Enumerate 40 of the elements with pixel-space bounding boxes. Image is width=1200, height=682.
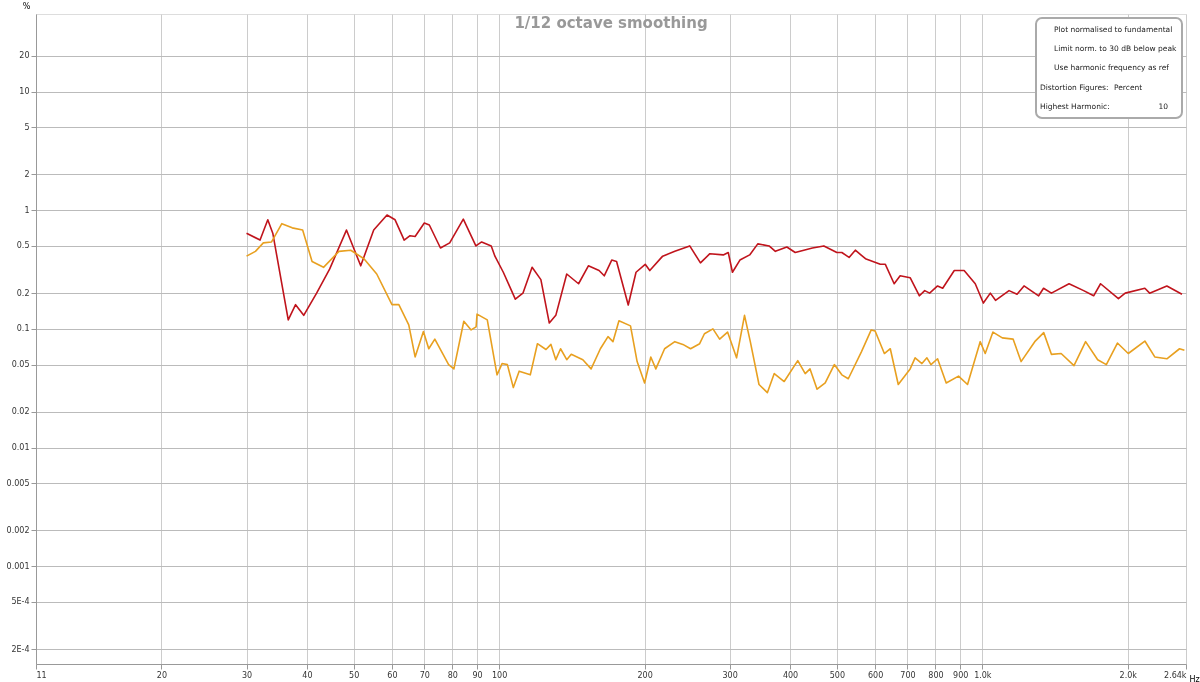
y-tick-label: 0.1 bbox=[16, 324, 30, 334]
y-tick-label: 0.02 bbox=[11, 407, 30, 417]
x-axis-title: Hz bbox=[1189, 674, 1200, 682]
y-tick-label: 2 bbox=[24, 169, 30, 179]
x-tick-label: 50 bbox=[349, 670, 360, 680]
x-tick-label: 500 bbox=[829, 670, 845, 680]
x-tick-label: 30 bbox=[241, 670, 253, 680]
x-tick-label: 60 bbox=[387, 670, 398, 680]
y-tick-label: 0.002 bbox=[6, 526, 30, 535]
x-tick-label: 100 bbox=[492, 670, 508, 680]
y-axis-title: % bbox=[22, 1, 31, 11]
y-tick-label: 20 bbox=[19, 51, 30, 61]
y-tick-label: 2E-4 bbox=[11, 644, 30, 654]
x-tick-label: 400 bbox=[782, 670, 799, 680]
x-tick-label: 300 bbox=[722, 670, 738, 680]
x-tick-label: 700 bbox=[900, 670, 916, 680]
x-tick-label: 800 bbox=[928, 670, 944, 680]
x-tick-label: 80 bbox=[447, 670, 458, 680]
y-tick-label: 10 bbox=[19, 87, 30, 97]
y-tick-label: 1 bbox=[24, 205, 30, 215]
x-tick-label: 200 bbox=[637, 670, 653, 680]
x-tick-label: 900 bbox=[953, 670, 969, 680]
x-tick-label: 20 bbox=[156, 670, 168, 680]
y-tick-label: 0.005 bbox=[6, 478, 30, 488]
x-tick-label: 11 bbox=[36, 670, 47, 680]
x-tick-label: 40 bbox=[302, 670, 313, 680]
x-tick-label: 90 bbox=[472, 670, 483, 680]
x-tick-label: 600 bbox=[867, 670, 884, 680]
y-tick-label: 0.001 bbox=[6, 561, 30, 571]
x-tick-label: 2.64k bbox=[1164, 670, 1187, 680]
x-tick-label: 70 bbox=[419, 670, 430, 680]
chart-title: 1/12 octave smoothing bbox=[514, 14, 708, 32]
y-tick-label: 0.5 bbox=[16, 241, 30, 251]
x-tick-label: 1.0k bbox=[974, 670, 992, 680]
y-tick-label: 0.2 bbox=[16, 288, 30, 298]
y-tick-label: 0.05 bbox=[11, 360, 30, 370]
y-tick-label: 5E-4 bbox=[11, 597, 30, 607]
x-tick-label: 2.0k bbox=[1119, 670, 1138, 680]
y-tick-label: 5 bbox=[24, 122, 30, 132]
y-tick-label: 0.01 bbox=[11, 443, 30, 453]
